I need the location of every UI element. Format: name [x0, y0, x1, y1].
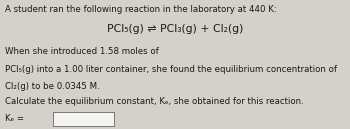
Text: PCl₅(g) into a 1.00 liter container, she found the equilibrium concentration of: PCl₅(g) into a 1.00 liter container, she…: [5, 64, 337, 74]
Text: PCl₅(g) ⇌ PCl₃(g) + Cl₂(g): PCl₅(g) ⇌ PCl₃(g) + Cl₂(g): [107, 24, 243, 34]
Text: Calculate the equilibrium constant, Kₑ, she obtained for this reaction.: Calculate the equilibrium constant, Kₑ, …: [5, 97, 304, 106]
Text: A student ran the following reaction in the laboratory at 440 K:: A student ran the following reaction in …: [5, 5, 277, 14]
Text: Cl₂(g) to be 0.0345 M.: Cl₂(g) to be 0.0345 M.: [5, 82, 100, 91]
FancyBboxPatch shape: [52, 112, 114, 126]
Text: When she introduced 1.58 moles of: When she introduced 1.58 moles of: [5, 47, 159, 56]
Text: Kₑ =: Kₑ =: [5, 114, 25, 123]
